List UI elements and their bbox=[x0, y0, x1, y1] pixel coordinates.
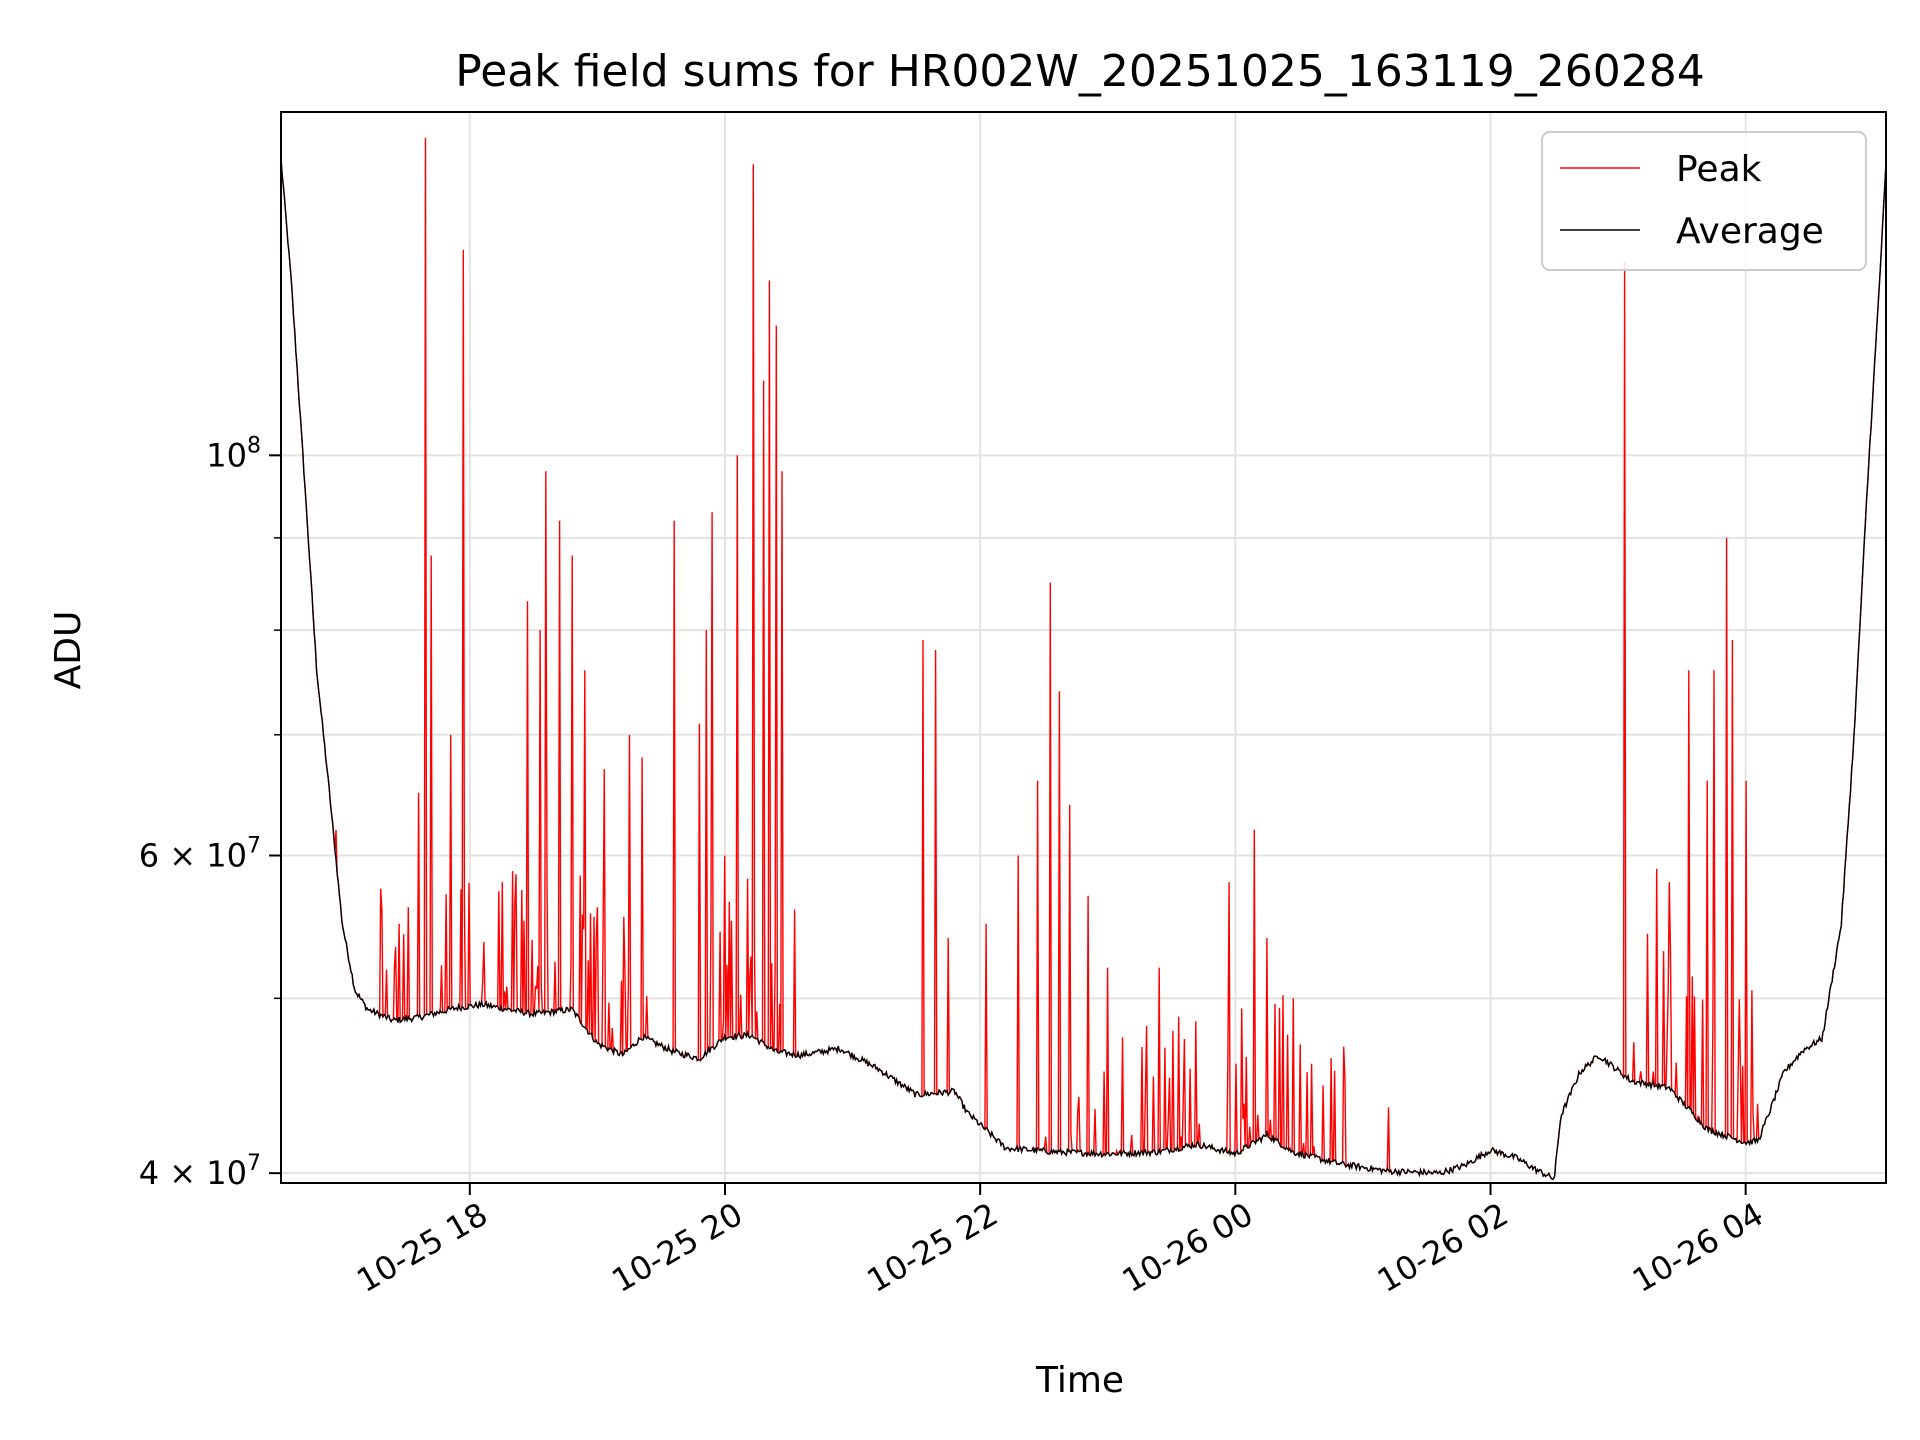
y-axis-label: ADU bbox=[48, 611, 89, 690]
y-tick-label: 4 × 107 bbox=[139, 1151, 261, 1192]
series-layer bbox=[281, 137, 1886, 1181]
y-tick-label: 108 bbox=[206, 433, 261, 474]
grid bbox=[281, 112, 1886, 1183]
plot-area bbox=[281, 137, 1886, 1181]
plot-frame bbox=[280, 111, 1887, 1184]
x-axis-label: Time bbox=[1035, 1360, 1124, 1401]
legend: Peak Average bbox=[1541, 131, 1867, 271]
y-tick-label: 6 × 107 bbox=[139, 834, 261, 875]
average-series-line bbox=[281, 157, 1886, 1181]
legend-box bbox=[1541, 131, 1867, 271]
legend-label-average: Average bbox=[1676, 211, 1824, 252]
legend-label-peak: Peak bbox=[1676, 149, 1762, 190]
chart-title: Peak field sums for HR002W_20251025_1631… bbox=[455, 46, 1705, 97]
